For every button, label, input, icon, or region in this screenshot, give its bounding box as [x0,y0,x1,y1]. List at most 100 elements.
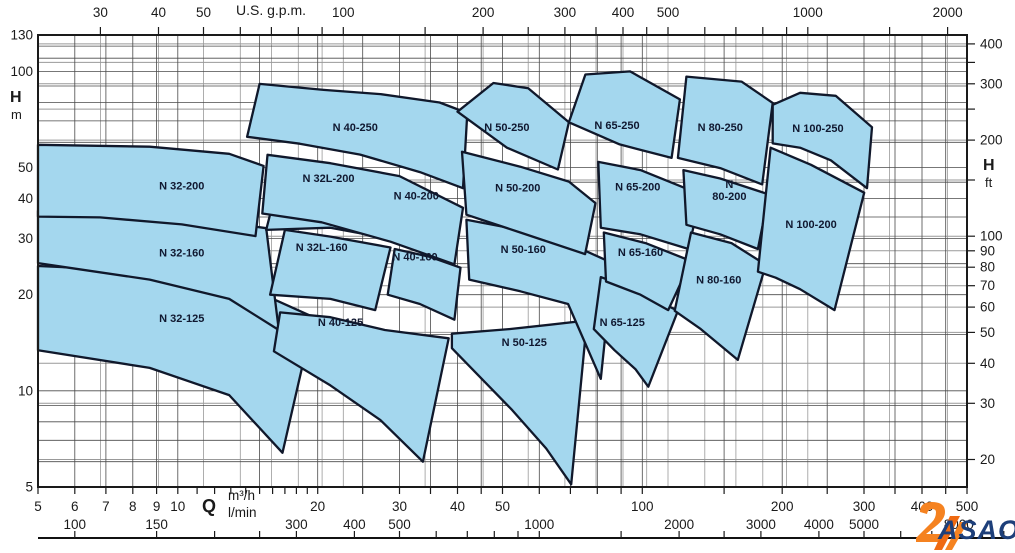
brand-logo: ASAO [912,498,1015,553]
svg-text:40: 40 [450,499,465,514]
svg-text:500: 500 [388,517,411,532]
svg-text:200: 200 [472,5,495,20]
label-n-32l-200: N 32L-200 [303,173,355,185]
svg-text:20: 20 [310,499,325,514]
label-n-100-200: N 100-200 [785,219,836,231]
top-axis-labels: 30 40 50 100 200 300 400 500 1000 2000 [93,5,963,20]
svg-text:5000: 5000 [849,517,879,532]
svg-text:9: 9 [153,499,161,514]
envelope-n-100-250 [771,91,874,190]
svg-text:400: 400 [612,5,635,20]
svg-text:1000: 1000 [793,5,823,20]
envelope-n-65-160 [602,231,693,312]
lmin-axis-ticks [74,531,1005,538]
svg-text:40: 40 [151,5,166,20]
label-n-40-250: N 40-250 [333,122,378,134]
left-axis-unit: m [11,107,22,122]
right-axis-ticks [967,43,975,461]
left-axis-labels: 130 100 50 40 30 20 10 5 [10,28,33,495]
brand-logo-text: ASAO [938,515,1015,545]
svg-text:30: 30 [93,5,108,20]
svg-text:5: 5 [34,499,42,514]
envelope-n-100-200 [756,146,866,312]
svg-text:130: 130 [10,28,33,43]
envelope-n-80-200 [682,168,770,251]
envelope-n-32-200 [36,143,265,238]
svg-text:100: 100 [980,229,1003,244]
envelope-n-50-250 [456,81,571,171]
label-n-50-160: N 50-160 [501,244,546,256]
brand-logo-2-icon [916,502,968,550]
svg-text:150: 150 [145,517,168,532]
flow-unit-lmin: l/min [228,505,257,520]
label-n-50-125: N 50-125 [502,337,547,349]
svg-text:400: 400 [980,36,1003,51]
svg-text:30: 30 [392,499,407,514]
svg-text:3000: 3000 [746,517,776,532]
svg-text:300: 300 [853,499,876,514]
svg-text:30: 30 [980,396,995,411]
envelope-n-65-250 [567,70,682,160]
flow-unit-m3h: m³/h [228,488,255,503]
svg-text:200: 200 [980,133,1003,148]
svg-text:70: 70 [980,278,995,293]
svg-text:40: 40 [980,356,995,371]
envelope-n-32l-160 [268,228,392,312]
right-axis-unit: ft [985,175,993,190]
svg-text:1000: 1000 [524,517,554,532]
svg-text:6: 6 [71,499,79,514]
label-n-40-160: N 40-160 [392,252,437,264]
envelope-n-40-250 [245,82,469,190]
svg-text:50: 50 [495,499,510,514]
svg-text:7: 7 [102,499,110,514]
svg-text:10: 10 [18,383,33,398]
svg-text:500: 500 [657,5,680,20]
lmin-axis-labels: 100150300400500100020003000400050008000 [64,517,974,532]
envelope-n-40-125 [272,311,450,463]
svg-text:300: 300 [980,76,1003,91]
label-n-50-200: N 50-200 [495,183,540,195]
label-n-32-160: N 32-160 [159,248,204,260]
svg-text:500: 500 [956,499,979,514]
label-n-65-250: N 65-250 [594,120,639,132]
label-n-50-250: N 50-250 [484,122,529,134]
label-n-32l-160: N 32L-160 [296,242,348,254]
svg-text:40: 40 [18,191,33,206]
label-n-100-250: N 100-250 [792,123,843,135]
envelope-n-80-160 [673,231,767,362]
envelope-n-40-160 [386,247,462,321]
svg-text:80: 80 [980,260,995,275]
pump-envelopes [36,70,874,486]
label-n-65-160: N 65-160 [618,247,663,259]
m3h-axis-labels: 567891020304050100200300400500 [34,499,978,514]
svg-text:2000: 2000 [664,517,694,532]
envelope-n-50-200 [460,150,597,256]
envelope-n-80-250 [676,75,774,186]
top-axis-ticks [99,27,949,35]
label-n-80-200: N 80-200 [712,179,746,203]
label-n-32-125: N 32-125 [159,313,204,325]
svg-text:300: 300 [554,5,577,20]
label-n-65-125: N 65-125 [600,317,645,329]
svg-text:5: 5 [25,480,33,495]
pump-labels: N 32-125 N 32-160 N 32-200 N 32L-160 N 32L-2… [159,120,843,349]
svg-text:100: 100 [631,499,654,514]
left-axis-title: H [10,89,22,106]
svg-text:300: 300 [285,517,308,532]
svg-text:20: 20 [980,452,995,467]
svg-text:50: 50 [196,5,211,20]
right-axis-title: H [983,157,995,174]
svg-text:4000: 4000 [804,517,834,532]
svg-text:60: 60 [980,300,995,315]
label-n-65-200: N 65-200 [615,182,660,194]
svg-text:200: 200 [771,499,794,514]
svg-text:10: 10 [170,499,185,514]
svg-text:20: 20 [18,287,33,302]
svg-text:50: 50 [980,325,995,340]
flow-q-label: Q [202,496,217,516]
label-n-40-125: N 40-125 [318,317,363,329]
svg-text:50: 50 [18,160,33,175]
svg-text:30: 30 [18,231,33,246]
